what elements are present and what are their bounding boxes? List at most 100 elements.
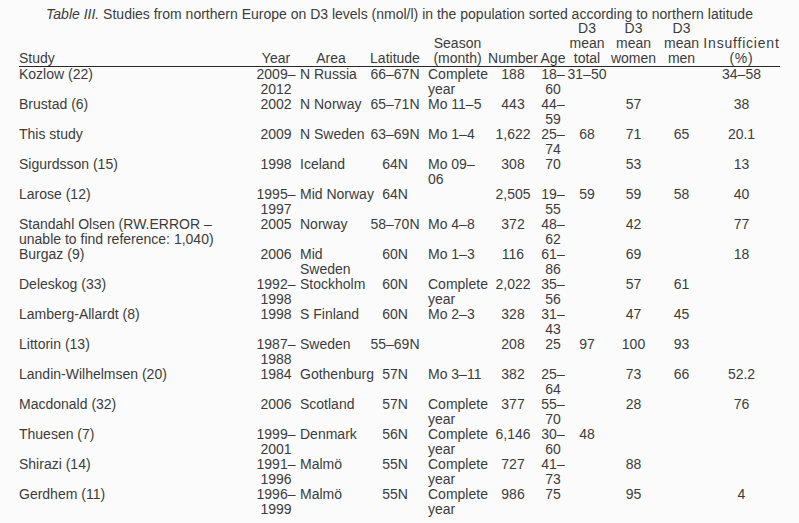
cell-season: Complete year [428, 457, 487, 487]
cell-latitude: 60N [362, 277, 428, 307]
cell-insufficient: 76 [703, 397, 780, 427]
cell-number: 6,146 [487, 427, 539, 457]
document-page: Table III. Studies from northern Europe … [0, 0, 799, 517]
cell-d3_women: 100 [607, 337, 660, 367]
column-header-study: Study [19, 21, 252, 67]
table-row: Lamberg-Allardt (8)1998S Finland60NMo 2–… [19, 307, 780, 337]
cell-latitude: 64N [362, 157, 428, 187]
cell-year: 2005 [252, 217, 300, 247]
cell-d3_total [567, 397, 607, 427]
cell-area: Stockholm [300, 277, 362, 307]
cell-year: 2009– 2012 [252, 67, 300, 98]
cell-latitude: 55N [362, 457, 428, 487]
cell-age: 25– 74 [539, 127, 567, 157]
cell-age: 70 [539, 157, 567, 187]
cell-d3_men [660, 67, 703, 98]
table-row: Brustad (6)2002N Norway65–71NMo 11–54434… [19, 97, 780, 127]
cell-d3_total [567, 457, 607, 487]
cell-d3_women: 57 [607, 97, 660, 127]
cell-d3_women [607, 67, 660, 98]
cell-year: 1995– 1997 [252, 187, 300, 217]
column-header-latitude: Latitude [362, 21, 428, 67]
column-header-age: Age [539, 21, 567, 67]
table-row: Landin-Wilhelmsen (20)1984Gothenburg57NM… [19, 367, 780, 397]
cell-d3_men [660, 157, 703, 187]
cell-d3_women: 95 [607, 487, 660, 517]
column-header-year: Year [252, 21, 300, 67]
cell-d3_men [660, 457, 703, 487]
cell-latitude: 60N [362, 307, 428, 337]
cell-number: 328 [487, 307, 539, 337]
cell-age: 35– 56 [539, 277, 567, 307]
cell-season: Complete year [428, 487, 487, 517]
cell-d3_women: 59 [607, 187, 660, 217]
cell-insufficient: 18 [703, 247, 780, 277]
cell-study: Larose (12) [19, 187, 252, 217]
cell-d3_women: 28 [607, 397, 660, 427]
cell-area: S Finland [300, 307, 362, 337]
cell-d3_total: 97 [567, 337, 607, 367]
column-header-insufficient: Insufficient (%) [703, 21, 780, 67]
cell-year: 1991– 1996 [252, 457, 300, 487]
studies-table: StudyYearAreaLatitudeSeason (month)Numbe… [19, 21, 780, 517]
cell-year: 1987– 1988 [252, 337, 300, 367]
cell-study: Sigurdsson (15) [19, 157, 252, 187]
cell-season: Mo 1–3 [428, 247, 487, 277]
cell-latitude: 56N [362, 427, 428, 457]
table-header: StudyYearAreaLatitudeSeason (month)Numbe… [19, 21, 780, 67]
cell-d3_total: 59 [567, 187, 607, 217]
table-row: Littorin (13)1987– 1988Sweden55–69N20825… [19, 337, 780, 367]
cell-area: Denmark [300, 427, 362, 457]
cell-year: 1999– 2001 [252, 427, 300, 457]
cell-age: 19– 55 [539, 187, 567, 217]
table-row: Deleskog (33)1992– 1998Stockholm60NCompl… [19, 277, 780, 307]
cell-study: Burgaz (9) [19, 247, 252, 277]
cell-number: 2,505 [487, 187, 539, 217]
table-caption: Table III. Studies from northern Europe … [19, 7, 780, 21]
table-caption-number: Table III. [46, 6, 99, 22]
cell-study: Lamberg-Allardt (8) [19, 307, 252, 337]
header-row: StudyYearAreaLatitudeSeason (month)Numbe… [19, 21, 780, 67]
cell-latitude: 60N [362, 247, 428, 277]
cell-latitude: 55N [362, 487, 428, 517]
cell-area: N Sweden [300, 127, 362, 157]
cell-year: 1998 [252, 307, 300, 337]
cell-study: This study [19, 127, 252, 157]
cell-study: Macdonald (32) [19, 397, 252, 427]
cell-age: 41– 73 [539, 457, 567, 487]
cell-d3_total: 68 [567, 127, 607, 157]
cell-latitude: 55–69N [362, 337, 428, 367]
cell-number: 308 [487, 157, 539, 187]
cell-latitude: 65–71N [362, 97, 428, 127]
cell-age: 18– 60 [539, 67, 567, 98]
cell-latitude: 58–70N [362, 217, 428, 247]
cell-d3_men [660, 427, 703, 457]
cell-d3_men: 61 [660, 277, 703, 307]
cell-area: Malmö [300, 457, 362, 487]
cell-area: Scotland [300, 397, 362, 427]
cell-study: Shirazi (14) [19, 457, 252, 487]
cell-d3_women: 57 [607, 277, 660, 307]
table-row: This study2009N Sweden63–69NMo 1–41,6222… [19, 127, 780, 157]
cell-insufficient [703, 277, 780, 307]
cell-insufficient: 40 [703, 187, 780, 217]
cell-age: 44– 59 [539, 97, 567, 127]
cell-d3_women: 42 [607, 217, 660, 247]
cell-number: 727 [487, 457, 539, 487]
cell-insufficient: 4 [703, 487, 780, 517]
cell-number: 377 [487, 397, 539, 427]
cell-d3_total [567, 307, 607, 337]
cell-d3_men: 66 [660, 367, 703, 397]
cell-study: Brustad (6) [19, 97, 252, 127]
cell-d3_total [567, 487, 607, 517]
cell-season: Complete year [428, 397, 487, 427]
table-row: Shirazi (14)1991– 1996Malmö55NComplete y… [19, 457, 780, 487]
cell-season: Mo 11–5 [428, 97, 487, 127]
table-row: Gerdhem (11)1996– 1999Malmö55NComplete y… [19, 487, 780, 517]
cell-area: Iceland [300, 157, 362, 187]
column-header-number: Number [487, 21, 539, 67]
cell-insufficient [703, 337, 780, 367]
cell-area: N Norway [300, 97, 362, 127]
cell-area: Mid Sweden [300, 247, 362, 277]
table-row: Kozlow (22)2009– 2012N Russia66–67NCompl… [19, 67, 780, 98]
